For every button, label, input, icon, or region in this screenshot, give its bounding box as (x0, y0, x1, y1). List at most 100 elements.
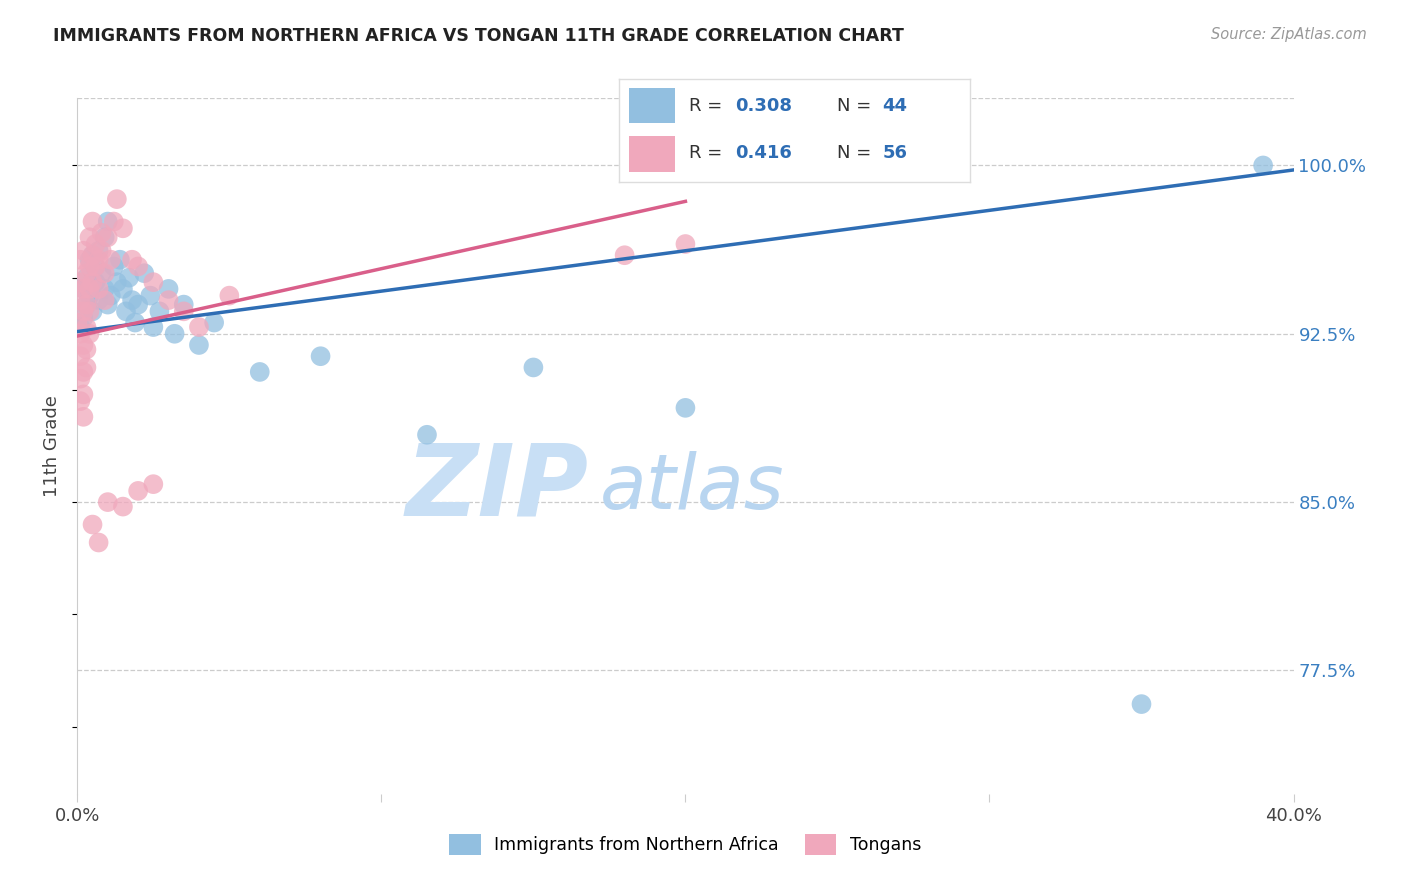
Point (1251, 158, 1274, 172)
Text: 0.416: 0.416 (734, 145, 792, 162)
Point (613, 248, 636, 262)
Point (87, 293, 110, 307)
Point (66, 316, 89, 330)
Point (87, 535, 110, 549)
Point (82, 517, 104, 532)
Point (75, 297, 97, 311)
Point (82, 275, 104, 289)
Point (79, 260, 101, 274)
Point (675, 401, 697, 415)
Point (90, 244, 112, 258)
Point (82, 304, 104, 318)
Text: N =: N = (837, 145, 876, 162)
Point (309, 349, 332, 363)
Point (93, 293, 115, 307)
Point (97, 230, 120, 244)
Text: R =: R = (689, 145, 728, 162)
Text: atlas: atlas (600, 450, 785, 524)
Point (157, 282, 180, 296)
Point (69, 320, 91, 334)
Point (121, 252, 143, 267)
Point (134, 266, 156, 280)
Point (72, 387, 94, 401)
Point (84, 237, 107, 252)
Bar (630, 136, 675, 171)
Point (93, 266, 115, 280)
Point (108, 252, 131, 267)
Point (69, 326, 91, 341)
Point (142, 477, 165, 491)
Point (69, 275, 91, 289)
Point (202, 316, 225, 330)
Point (139, 288, 162, 302)
Point (75, 270, 97, 285)
Point (79, 252, 101, 267)
Point (97, 214, 120, 228)
Point (105, 192, 128, 206)
Point (100, 288, 122, 302)
Point (69, 293, 91, 307)
Point (127, 297, 149, 311)
Legend: Immigrants from Northern Africa, Tongans: Immigrants from Northern Africa, Tongans (443, 827, 928, 862)
Point (69, 372, 91, 386)
Point (72, 282, 94, 296)
Text: ZIP: ZIP (405, 439, 588, 536)
Point (148, 304, 170, 318)
Point (118, 270, 141, 285)
Point (188, 320, 211, 334)
Point (90, 226, 112, 240)
Point (127, 260, 149, 274)
Text: Source: ZipAtlas.com: Source: ZipAtlas.com (1211, 27, 1367, 42)
Point (121, 293, 143, 307)
Point (93, 282, 115, 296)
Text: 0.308: 0.308 (734, 96, 792, 114)
Bar (630, 87, 675, 123)
Text: IMMIGRANTS FROM NORTHERN AFRICA VS TONGAN 11TH GRADE CORRELATION CHART: IMMIGRANTS FROM NORTHERN AFRICA VS TONGA… (53, 27, 904, 45)
Point (82, 214, 104, 228)
Point (142, 320, 165, 334)
Point (79, 304, 101, 318)
Point (69, 252, 91, 267)
Point (79, 326, 101, 341)
Point (157, 293, 180, 307)
Point (90, 266, 112, 280)
Point (103, 260, 125, 274)
Point (249, 365, 271, 379)
Point (72, 282, 94, 296)
Point (69, 394, 91, 409)
Point (142, 275, 165, 289)
Point (75, 297, 97, 311)
Text: 44: 44 (883, 96, 907, 114)
Point (79, 288, 101, 302)
Point (188, 338, 211, 352)
Point (105, 275, 128, 289)
Point (75, 360, 97, 375)
Point (75, 320, 97, 334)
Point (79, 282, 101, 296)
Point (69, 349, 91, 363)
Text: 56: 56 (883, 145, 907, 162)
Point (87, 282, 110, 296)
Point (111, 500, 134, 514)
Point (416, 427, 439, 442)
Point (75, 266, 97, 280)
Text: N =: N = (837, 96, 876, 114)
Point (103, 214, 125, 228)
Point (163, 326, 186, 341)
Y-axis label: 11th Grade: 11th Grade (44, 395, 62, 497)
Point (173, 304, 195, 318)
Point (72, 409, 94, 424)
Point (72, 365, 94, 379)
Point (72, 244, 94, 258)
Point (87, 244, 110, 258)
Point (218, 288, 240, 302)
Point (100, 252, 122, 267)
Point (82, 248, 104, 262)
Point (522, 360, 544, 375)
Point (97, 297, 120, 311)
Point (93, 230, 115, 244)
Point (115, 304, 138, 318)
Point (111, 282, 134, 296)
Point (82, 248, 104, 262)
Point (75, 343, 97, 357)
